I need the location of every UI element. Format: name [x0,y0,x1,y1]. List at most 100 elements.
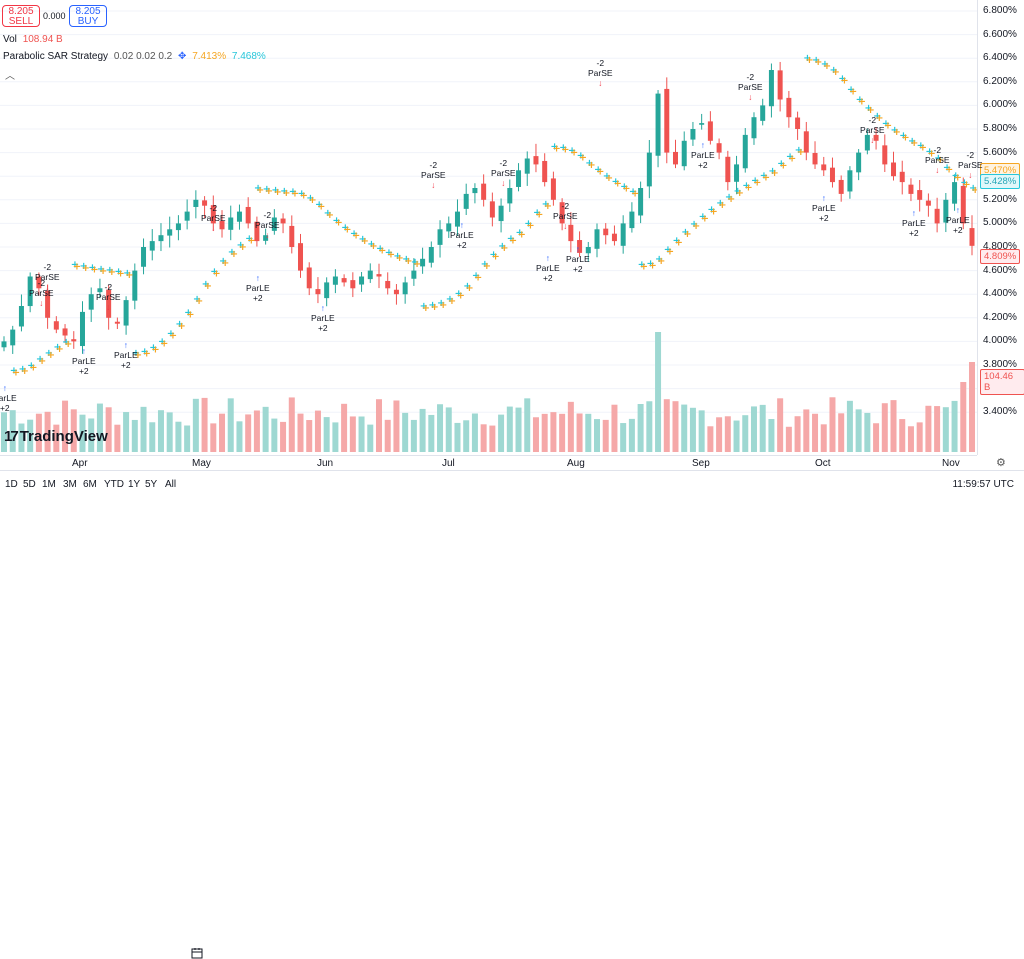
sar-marker: + [88,263,96,274]
sar-marker: + [308,195,316,206]
sar-marker: + [254,183,262,194]
buy-button[interactable]: 8.205 BUY [69,5,107,27]
sar-marker: + [638,260,646,271]
sell-arrow-icon: ↓ [45,282,50,292]
volume-bar [489,425,496,452]
sar-marker: + [559,143,567,154]
tradingview-logo-text: TradingView [19,428,108,445]
long-signal-label: ParLE [0,393,17,403]
candle-body [53,321,59,330]
range-button-5y[interactable]: 5Y [145,479,158,490]
buy-arrow-icon: ↑ [545,253,550,263]
volume-bar [192,398,199,452]
candle-body [934,208,940,224]
range-button-ytd[interactable]: YTD [104,479,124,490]
volume-bar [689,407,696,452]
sar-marker: + [812,55,820,66]
time-axis[interactable]: Apr May Jun Jul Aug Sep Oct Nov [0,455,977,471]
settings-gear-icon[interactable]: ⚙ [996,457,1006,469]
sar-marker: + [849,86,857,97]
utc-clock[interactable]: 11:59:57 UTC [952,479,1014,490]
short-signal-qty: -2 [43,262,52,272]
short-signal-label: ParSE [255,220,280,230]
candle-body [193,199,199,207]
volume-bar [899,419,906,452]
sar-marker: + [489,249,497,260]
sar-marker: + [934,153,942,164]
sar-marker: + [770,168,778,179]
long-entry-signal: ↑ParLE+2 [691,140,715,170]
short-signal-label: ParSE [860,125,885,135]
long-signal-label: ParLE [114,350,138,360]
volume-bar [62,400,69,452]
sar-marker: + [97,264,105,275]
price-tick-label: 6.000% [983,99,1017,111]
sar-marker: + [943,163,951,174]
candle-body [611,233,617,242]
candle-body [550,178,556,200]
strategy-legend[interactable]: Parabolic SAR Strategy 0.02 0.02 0.2 ✥ 7… [3,51,266,62]
volume-bar [576,413,583,452]
range-button-all[interactable]: All [165,479,177,490]
collapse-legend-icon[interactable]: ︿ [5,71,15,82]
range-button-1y[interactable]: 1Y [128,479,141,490]
candle-body [420,258,426,267]
sar-marker: + [306,193,314,204]
candle-body [18,306,24,327]
candle-body [402,282,408,295]
sar-marker: + [613,178,621,189]
volume-value: 108.94 B [22,34,63,45]
sar-marker: + [701,214,709,225]
long-entry-signal: ↑ParLE+2 [812,193,836,223]
candle-body [149,241,155,251]
candle-body [210,205,216,224]
sar-marker: + [707,205,715,216]
sar-marker: + [230,249,238,260]
sar-marker: + [186,309,194,320]
buy-arrow-icon: ↑ [123,340,128,350]
volume-bar [271,418,278,452]
candle-body [481,183,487,200]
candle-body [559,202,565,224]
volume-legend[interactable]: Vol 108.94 B [3,34,63,45]
volume-bar [506,406,513,452]
volume-bar [227,398,234,452]
sar-marker: + [378,245,386,256]
volume-bar [306,420,313,452]
range-button-1d[interactable]: 1D [5,479,18,490]
short-signal-qty: -2 [37,278,46,288]
sar-marker: + [674,238,682,249]
sar-marker: + [542,199,550,210]
sar-marker: + [64,339,72,350]
short-signal-label: ParSE [553,211,578,221]
sar-marker: + [718,200,726,211]
range-button-5d[interactable]: 5D [23,479,36,490]
range-button-1m[interactable]: 1M [42,479,56,490]
calendar-icon[interactable] [191,947,203,959]
sar-marker: + [236,240,244,251]
candle-body [184,211,190,221]
volume-bar [297,413,304,452]
volume-bar [541,413,548,452]
sell-button[interactable]: 8.205 SELL [2,5,40,27]
price-chart[interactable]: ++++++++++++++++++++++++++++++++++++++++… [0,0,977,455]
volume-bar [44,411,51,452]
sar-marker: + [544,201,552,212]
candle-body [742,134,748,169]
range-button-6m[interactable]: 6M [83,479,97,490]
volume-bar [410,419,417,452]
sar-marker: + [343,224,351,235]
volume-bar [9,410,16,452]
candle-body [716,143,722,153]
tradingview-logo[interactable]: 17 TradingView [4,428,108,445]
sar-marker: + [245,234,253,245]
sell-arrow-icon: ↓ [211,223,216,233]
sar-marker: + [29,363,37,374]
volume-bar [969,362,975,452]
chart-area[interactable]: + + + + + + + + + + + + + + + + + + + + + + + + + + + + + + + + + + + + + + + +… [0,0,1024,470]
candle-body [638,188,644,216]
short-signal-qty: -2 [933,145,942,155]
range-button-3m[interactable]: 3M [63,479,77,490]
price-scale[interactable]: 6.800% 6.600% 6.400% 6.200% 6.000% 5.800% 5.60… [977,0,1024,455]
volume-bar [280,421,287,452]
